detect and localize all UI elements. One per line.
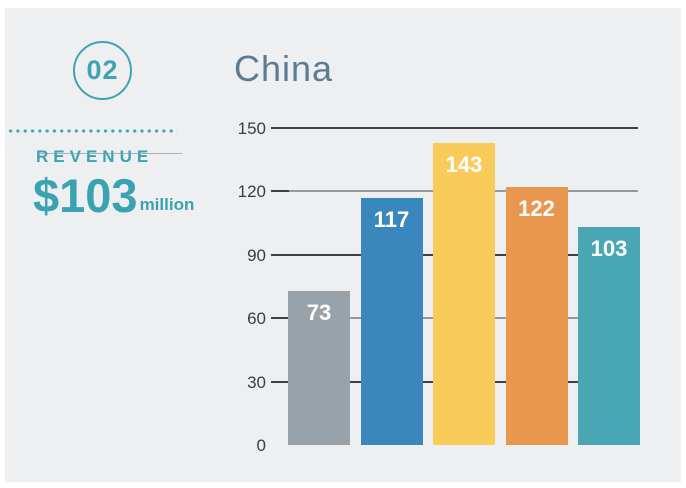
bar-value-label: 73 [306, 299, 332, 325]
bar-bar-4: 122 [505, 187, 568, 445]
number-badge: 02 [73, 41, 132, 100]
axis-tick-30 [271, 380, 289, 383]
bar-bar-3: 143 [433, 142, 495, 445]
axis-tick-120 [271, 190, 289, 193]
revenue-label: REVENUE [36, 147, 154, 166]
chart-title: China [234, 48, 334, 89]
bar-bar-5: 103 [578, 227, 640, 445]
badge-number: 02 [86, 55, 119, 85]
bar-bar-2: 117 [360, 197, 423, 445]
revenue-strike-line [37, 153, 182, 154]
bar-value-label: 117 [373, 206, 410, 232]
dotted-divider [7, 129, 177, 133]
axis-tick-90 [271, 253, 289, 256]
revenue-unit: million [139, 195, 195, 214]
y-axis-label-90: 90 [247, 245, 266, 265]
revenue-value: $103 million [33, 168, 195, 223]
bar-bar-1: 73 [288, 290, 350, 445]
bar-value-label: 103 [590, 236, 628, 262]
y-axis-label-60: 60 [247, 309, 266, 329]
gridline-150 [271, 127, 638, 129]
bar-value-label: 143 [445, 151, 483, 177]
axis-tick-60 [271, 317, 289, 320]
y-axis-label-30: 30 [247, 372, 266, 392]
revenue-amount: $103 [33, 169, 138, 222]
y-axis-label-0: 0 [256, 436, 266, 455]
axis-tick-150 [271, 127, 289, 129]
infographic-panel: 02 REVENUE $103 million China 150 120 90 60 3… [5, 8, 681, 482]
y-axis-label-150: 150 [237, 119, 266, 138]
bar-chart: 150 120 90 60 30 0 73 117 143 122 103 [238, 120, 640, 454]
y-axis-label-120: 120 [237, 182, 266, 202]
bar-value-label: 122 [518, 196, 555, 222]
